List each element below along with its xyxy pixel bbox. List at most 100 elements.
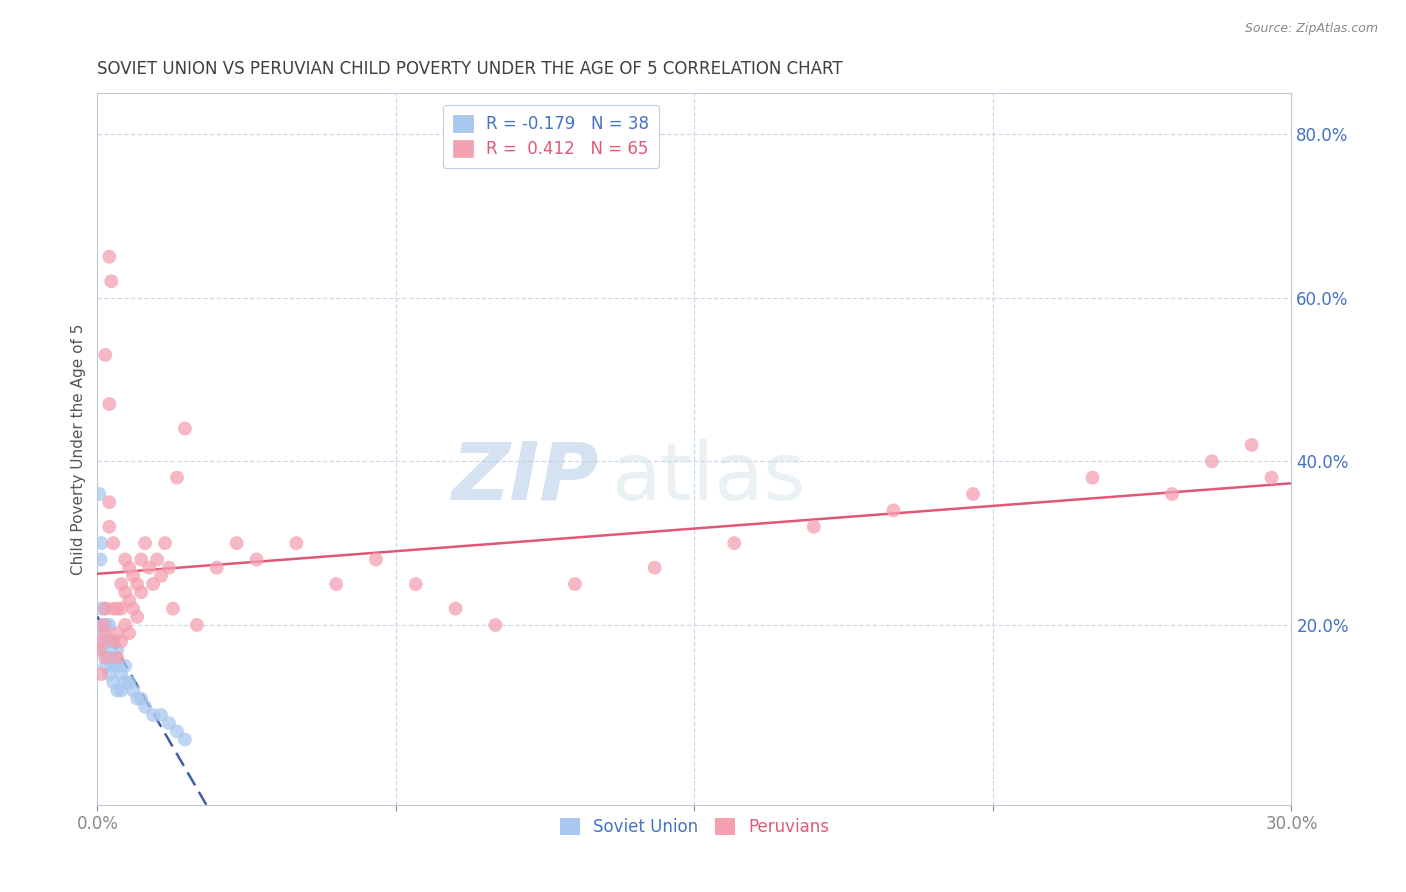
Point: [118, 560, 141, 574]
Point: [245, 552, 267, 566]
Point: [105, 659, 128, 673]
Point: [166, 724, 188, 739]
Point: [186, 618, 208, 632]
Point: [166, 471, 188, 485]
Point: [138, 560, 160, 574]
Point: [90, 634, 112, 648]
Point: [122, 601, 145, 615]
Point: [150, 708, 173, 723]
Point: [98, 667, 121, 681]
Point: [134, 536, 156, 550]
Point: [174, 421, 197, 435]
Point: [484, 618, 506, 632]
Point: [1201, 454, 1223, 468]
Point: [364, 552, 387, 566]
Point: [325, 577, 347, 591]
Point: [110, 601, 132, 615]
Text: SOVIET UNION VS PERUVIAN CHILD POVERTY UNDER THE AGE OF 5 CORRELATION CHART: SOVIET UNION VS PERUVIAN CHILD POVERTY U…: [97, 60, 844, 78]
Point: [105, 626, 128, 640]
Point: [94, 618, 117, 632]
Point: [134, 699, 156, 714]
Point: [153, 536, 176, 550]
Point: [803, 520, 825, 534]
Point: [162, 601, 184, 615]
Point: [150, 569, 173, 583]
Point: [118, 593, 141, 607]
Point: [98, 250, 121, 264]
Point: [105, 683, 128, 698]
Point: [91, 618, 114, 632]
Point: [118, 626, 141, 640]
Point: [103, 536, 125, 550]
Point: [114, 552, 136, 566]
Point: [91, 618, 114, 632]
Point: [91, 626, 114, 640]
Point: [90, 536, 112, 550]
Point: [157, 716, 180, 731]
Point: [98, 634, 121, 648]
Point: [89, 487, 111, 501]
Text: Source: ZipAtlas.com: Source: ZipAtlas.com: [1244, 22, 1378, 36]
Point: [94, 601, 117, 615]
Point: [127, 577, 149, 591]
Point: [104, 650, 127, 665]
Point: [98, 495, 121, 509]
Point: [98, 520, 121, 534]
Point: [103, 634, 125, 648]
Point: [129, 552, 152, 566]
Point: [96, 650, 118, 665]
Point: [129, 585, 152, 599]
Point: [127, 609, 149, 624]
Point: [94, 659, 117, 673]
Point: [114, 675, 136, 690]
Point: [94, 650, 117, 665]
Point: [94, 634, 117, 648]
Point: [1081, 471, 1104, 485]
Point: [1240, 438, 1263, 452]
Point: [103, 634, 125, 648]
Point: [118, 675, 141, 690]
Point: [90, 601, 112, 615]
Point: [114, 659, 136, 673]
Point: [225, 536, 247, 550]
Point: [91, 642, 114, 657]
Point: [1161, 487, 1184, 501]
Point: [962, 487, 984, 501]
Point: [103, 675, 125, 690]
Point: [105, 601, 128, 615]
Point: [94, 601, 117, 615]
Point: [174, 732, 197, 747]
Point: [444, 601, 467, 615]
Point: [105, 642, 128, 657]
Point: [100, 274, 122, 288]
Point: [110, 683, 132, 698]
Point: [98, 397, 121, 411]
Point: [285, 536, 308, 550]
Point: [644, 560, 666, 574]
Point: [146, 552, 169, 566]
Point: [129, 691, 152, 706]
Point: [127, 691, 149, 706]
Point: [205, 560, 228, 574]
Point: [110, 667, 132, 681]
Point: [1260, 471, 1282, 485]
Point: [98, 634, 121, 648]
Point: [122, 683, 145, 698]
Point: [405, 577, 427, 591]
Point: [90, 552, 112, 566]
Point: [110, 577, 132, 591]
Legend: Soviet Union, Peruvians: Soviet Union, Peruvians: [553, 812, 835, 843]
Point: [103, 601, 125, 615]
Text: atlas: atlas: [610, 439, 806, 516]
Point: [89, 642, 111, 657]
Point: [122, 569, 145, 583]
Point: [110, 634, 132, 648]
Point: [105, 650, 128, 665]
Point: [142, 708, 165, 723]
Point: [142, 577, 165, 591]
Point: [882, 503, 904, 517]
Point: [114, 585, 136, 599]
Point: [98, 618, 121, 632]
Y-axis label: Child Poverty Under the Age of 5: Child Poverty Under the Age of 5: [72, 323, 86, 574]
Point: [157, 560, 180, 574]
